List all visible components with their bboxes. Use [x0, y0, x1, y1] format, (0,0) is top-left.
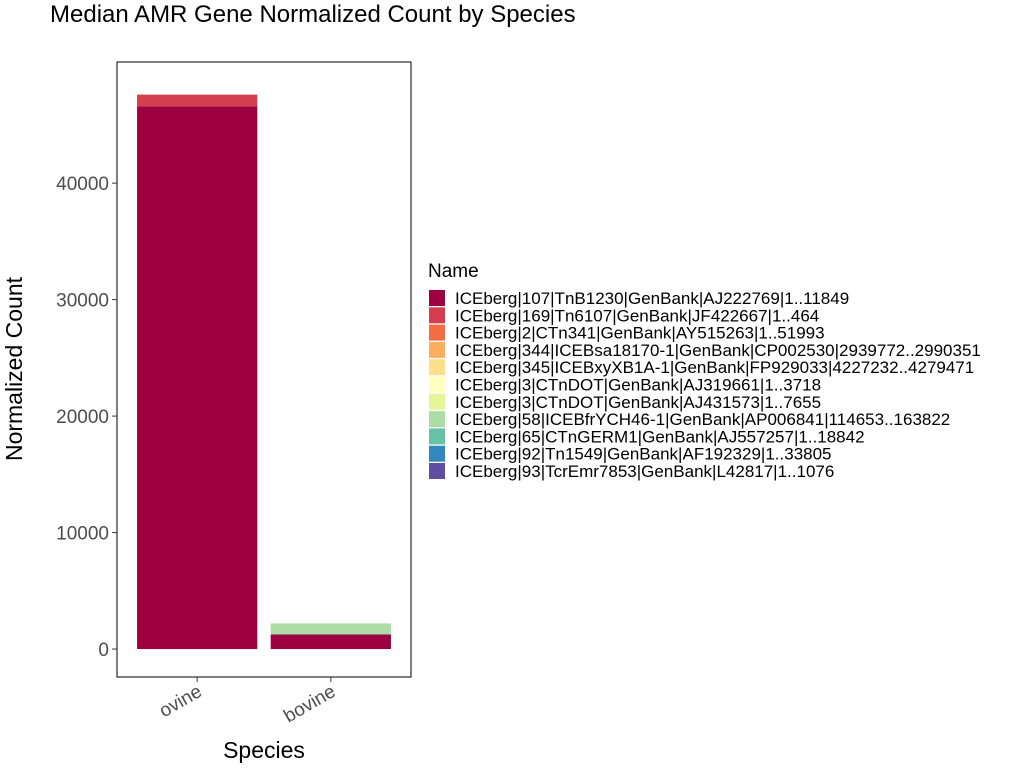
legend-item-label: ICEberg|344|ICEBsa18170-1|GenBank|CP0025…: [455, 341, 981, 360]
legend-item-label: ICEberg|93|TcrEmr7853|GenBank|L42817|1..…: [455, 462, 834, 481]
legend-swatch: [429, 341, 445, 358]
chart-title: Median AMR Gene Normalized Count by Spec…: [50, 1, 576, 28]
bar-bovine-series-7: [270, 623, 391, 635]
x-tick-label: ovine: [156, 681, 206, 722]
y-axis: 0 10000 20000 30000 40000: [56, 174, 117, 661]
legend-item-label: ICEberg|2|CTn341|GenBank|AY515263|1..519…: [455, 324, 825, 343]
bar-ovine-series-1: [137, 94, 258, 107]
legend-swatch: [429, 290, 445, 306]
legend-swatch: [429, 359, 445, 376]
legend: Name ICEberg|107|TnB1230|GenBank|AJ22276…: [428, 261, 981, 481]
legend-item-label: ICEberg|345|ICEBxyXB1A-1|GenBank|FP92903…: [455, 358, 974, 377]
bar-bovine-series-0: [270, 634, 391, 650]
legend-item-label: ICEberg|58|ICEBfrYCH46-1|GenBank|AP00684…: [455, 410, 950, 429]
legend-swatch: [429, 428, 445, 445]
legend-swatch: [429, 307, 445, 324]
legend-swatch: [429, 445, 445, 462]
legend-swatch: [429, 393, 445, 410]
bar-layer: [137, 94, 391, 650]
bar-ovine-series-0: [137, 106, 258, 650]
y-tick-label: 40000: [56, 174, 109, 195]
legend-swatch: [429, 324, 445, 341]
legend-item-label: ICEberg|107|TnB1230|GenBank|AJ222769|1..…: [455, 289, 849, 308]
legend-item-label: ICEberg|3|CTnDOT|GenBank|AJ431573|1..765…: [455, 393, 821, 412]
y-tick-label: 30000: [56, 291, 109, 312]
y-tick-label: 10000: [56, 524, 109, 545]
x-axis-title: Species: [223, 737, 305, 763]
y-tick-label: 0: [98, 640, 109, 661]
y-axis-title: Normalized Count: [1, 276, 27, 461]
legend-item-label: ICEberg|92|Tn1549|GenBank|AF192329|1..33…: [455, 445, 832, 464]
x-axis: ovine bovine: [156, 677, 339, 727]
legend-title: Name: [428, 261, 479, 282]
legend-item-label: ICEberg|169|Tn6107|GenBank|JF422667|1..4…: [455, 306, 819, 325]
y-tick-label: 20000: [56, 407, 109, 428]
legend-item-label: ICEberg|3|CTnDOT|GenBank|AJ319661|1..371…: [455, 376, 821, 395]
legend-swatch: [429, 463, 445, 479]
legend-swatch: [429, 411, 445, 428]
x-tick-label: bovine: [280, 681, 339, 727]
legend-swatch: [429, 376, 445, 393]
legend-item-label: ICEberg|65|CTnGERM1|GenBank|AJ557257|1..…: [455, 427, 865, 446]
